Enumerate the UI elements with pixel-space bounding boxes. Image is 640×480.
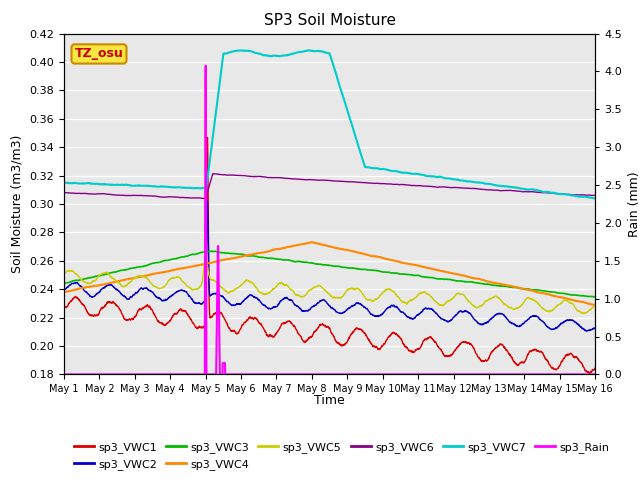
sp3_VWC6	[581, 192, 589, 198]
X-axis label: Time: Time	[314, 394, 345, 407]
sp3_VWC7	[264, 53, 271, 59]
sp3_VWC6	[209, 171, 216, 177]
sp3_VWC7	[581, 194, 589, 200]
sp3_VWC6	[152, 193, 160, 199]
sp3_VWC3	[121, 267, 129, 273]
sp3_Rain	[121, 372, 129, 377]
sp3_VWC7	[60, 180, 68, 185]
sp3_Rain	[152, 372, 160, 377]
sp3_VWC2	[287, 297, 295, 303]
sp3_VWC6	[121, 192, 129, 198]
sp3_VWC2	[152, 294, 160, 300]
sp3_VWC7	[591, 195, 599, 201]
sp3_VWC1	[60, 305, 68, 311]
Line: sp3_VWC3: sp3_VWC3	[64, 251, 595, 297]
sp3_VWC6	[60, 190, 68, 195]
sp3_VWC1	[287, 320, 295, 326]
sp3_VWC4	[308, 239, 316, 245]
sp3_VWC6	[591, 192, 599, 198]
sp3_VWC5	[580, 311, 588, 316]
sp3_Rain	[591, 372, 599, 377]
sp3_VWC4	[264, 249, 271, 254]
Line: sp3_VWC6: sp3_VWC6	[64, 174, 595, 199]
sp3_VWC7	[287, 51, 294, 57]
sp3_VWC2	[582, 328, 590, 334]
sp3_VWC5	[524, 295, 532, 300]
sp3_VWC1	[581, 368, 589, 373]
sp3_VWC3	[208, 248, 216, 254]
sp3_VWC7	[591, 195, 599, 201]
sp3_VWC6	[287, 176, 295, 181]
sp3_VWC2	[121, 293, 129, 299]
sp3_VWC1	[524, 351, 532, 357]
sp3_VWC5	[202, 253, 210, 259]
sp3_VWC4	[287, 243, 294, 249]
sp3_VWC2	[581, 327, 589, 333]
sp3_VWC4	[581, 300, 589, 305]
sp3_VWC4	[591, 302, 599, 308]
sp3_VWC2	[264, 305, 272, 311]
sp3_Rain	[264, 372, 272, 377]
Title: SP3 Soil Moisture: SP3 Soil Moisture	[264, 13, 396, 28]
sp3_VWC4	[152, 270, 160, 276]
sp3_VWC5	[591, 302, 599, 308]
sp3_VWC5	[121, 283, 129, 289]
Legend: sp3_VWC1, sp3_VWC2, sp3_VWC3, sp3_VWC4, sp3_VWC5, sp3_VWC6, sp3_VWC7, sp3_Rain: sp3_VWC1, sp3_VWC2, sp3_VWC3, sp3_VWC4, …	[70, 438, 614, 474]
sp3_VWC2	[591, 325, 599, 331]
sp3_VWC7	[305, 48, 312, 53]
sp3_Rain	[202, 63, 209, 69]
Line: sp3_VWC2: sp3_VWC2	[64, 201, 595, 331]
sp3_VWC5	[287, 287, 295, 292]
Text: TZ_osu: TZ_osu	[75, 48, 124, 60]
sp3_VWC3	[152, 260, 160, 265]
sp3_VWC1	[586, 371, 594, 376]
sp3_VWC3	[581, 293, 589, 299]
sp3_VWC6	[200, 196, 208, 202]
sp3_VWC7	[152, 184, 160, 190]
sp3_VWC5	[152, 284, 160, 290]
sp3_VWC3	[524, 286, 532, 292]
sp3_VWC4	[524, 287, 532, 292]
sp3_VWC5	[264, 290, 272, 296]
sp3_VWC3	[287, 258, 295, 264]
sp3_VWC5	[60, 271, 68, 277]
Line: sp3_Rain: sp3_Rain	[64, 66, 595, 374]
sp3_VWC7	[121, 182, 129, 188]
sp3_VWC1	[264, 333, 272, 339]
Line: sp3_VWC4: sp3_VWC4	[64, 242, 595, 305]
Line: sp3_VWC1: sp3_VWC1	[64, 138, 595, 373]
sp3_Rain	[60, 372, 68, 377]
sp3_VWC2	[524, 316, 532, 322]
sp3_Rain	[524, 372, 532, 377]
sp3_VWC2	[60, 287, 68, 293]
sp3_VWC4	[121, 277, 129, 283]
Line: sp3_VWC7: sp3_VWC7	[64, 50, 595, 198]
sp3_VWC6	[264, 175, 272, 180]
sp3_VWC7	[524, 187, 532, 192]
sp3_VWC6	[524, 189, 532, 195]
sp3_VWC3	[264, 255, 272, 261]
sp3_VWC5	[581, 310, 589, 316]
sp3_VWC1	[591, 365, 599, 371]
sp3_Rain	[287, 372, 295, 377]
sp3_VWC2	[204, 198, 211, 204]
sp3_Rain	[581, 372, 589, 377]
sp3_VWC1	[152, 315, 160, 321]
Y-axis label: Soil Moisture (m3/m3): Soil Moisture (m3/m3)	[11, 135, 24, 273]
sp3_VWC3	[60, 281, 68, 287]
sp3_VWC4	[60, 289, 68, 295]
sp3_VWC1	[204, 135, 211, 141]
Y-axis label: Rain (mm): Rain (mm)	[628, 171, 640, 237]
sp3_VWC1	[121, 316, 129, 322]
sp3_VWC3	[591, 294, 599, 300]
Line: sp3_VWC5: sp3_VWC5	[64, 256, 595, 313]
